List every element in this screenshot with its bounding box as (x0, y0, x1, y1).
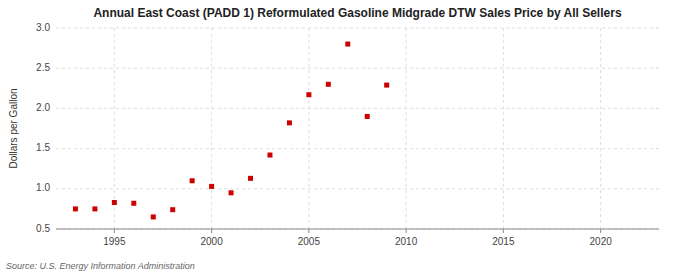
point (92, 206, 97, 211)
point (131, 201, 136, 206)
point (73, 206, 78, 211)
point (306, 92, 311, 97)
grid-line (503, 28, 504, 229)
tick-label: 0.5 (36, 223, 50, 234)
tick-label: 2005 (298, 236, 321, 247)
point (384, 83, 389, 88)
grid-line (56, 28, 659, 29)
tick-label: 2.0 (36, 102, 50, 113)
grid-line (600, 28, 601, 229)
point (287, 120, 292, 125)
tick (211, 229, 212, 233)
tick (600, 229, 601, 233)
grid-line (56, 188, 659, 189)
tick-label: 3.0 (36, 22, 50, 33)
grid-line (114, 28, 115, 229)
y-axis-label: Dollars per Gallon (8, 88, 19, 168)
grid-line (56, 108, 659, 109)
tick (406, 229, 407, 233)
tick (114, 229, 115, 233)
point (326, 82, 331, 87)
point (365, 114, 370, 119)
title: Annual East Coast (PADD 1) Reformulated … (93, 6, 621, 20)
source: Source: U.S. Energy Information Administ… (6, 261, 195, 271)
grid-line (56, 68, 659, 69)
point (267, 153, 272, 158)
point (190, 178, 195, 183)
point (345, 42, 350, 47)
point (112, 200, 117, 205)
grid-line (308, 28, 309, 229)
tick-label: 2020 (590, 236, 613, 247)
tick-label: 2015 (492, 236, 515, 247)
tick-label: 1995 (103, 236, 126, 247)
tick (308, 229, 309, 233)
grid-line (211, 28, 212, 229)
point (151, 214, 156, 219)
point (209, 184, 214, 189)
grid-line (56, 148, 659, 149)
tick-label: 1.0 (36, 182, 50, 193)
point (248, 176, 253, 181)
point (170, 207, 175, 212)
tick (503, 229, 504, 233)
tick-label: 1.5 (36, 142, 50, 153)
tick-label: 2010 (395, 236, 418, 247)
tick-label: 2.5 (36, 62, 50, 73)
grid-line (406, 28, 407, 229)
grid (56, 28, 659, 229)
axes: 0.5 1.0 1.5 2.0 2.5 3.0 1995 2000 2005 2010 2015 20… (36, 22, 659, 247)
x-axis-line (56, 229, 659, 230)
chart: 0.5 1.0 1.5 2.0 2.5 3.0 1995 2000 2005 2010 2015 20… (0, 0, 675, 275)
tick-label: 2000 (200, 236, 223, 247)
grid-line (56, 229, 659, 230)
point (229, 190, 234, 195)
points (73, 42, 389, 220)
